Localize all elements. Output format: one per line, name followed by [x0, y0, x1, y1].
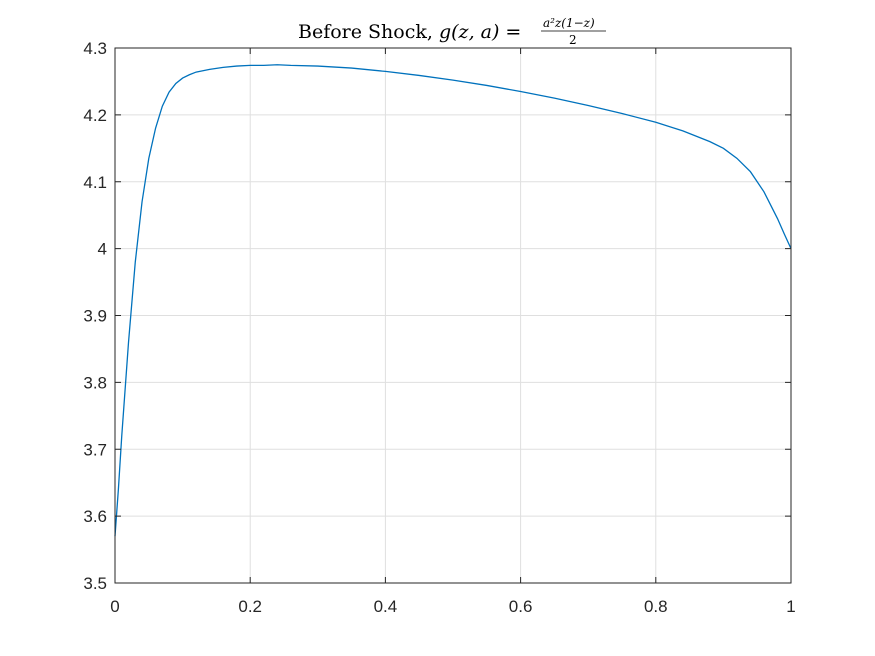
title-denominator: 2	[569, 33, 577, 47]
y-tick-label: 3.7	[83, 440, 107, 459]
x-tick-label: 0.4	[374, 597, 398, 616]
title-prefix: Before Shock,	[298, 21, 439, 43]
y-tick-label: 3.9	[83, 307, 107, 326]
x-axis-ticks: 0 0.2 0.4 0.6 0.8 1	[110, 48, 796, 616]
x-tick-label: 0	[110, 597, 119, 616]
y-tick-label: 3.5	[83, 574, 107, 593]
y-tick-label: 3.6	[83, 507, 107, 526]
y-tick-label: 4.1	[83, 173, 107, 192]
y-tick-label: 3.8	[83, 373, 107, 392]
y-tick-label: 4.3	[83, 39, 107, 58]
x-tick-label: 0.6	[509, 597, 533, 616]
x-tick-label: 0.2	[238, 597, 262, 616]
grid-lines	[115, 48, 791, 583]
x-tick-label: 1	[786, 597, 795, 616]
y-tick-label: 4.2	[83, 106, 107, 125]
y-axis-ticks: 3.5 3.6 3.7 3.8 3.9 4 4.1 4.2 4.3	[83, 39, 791, 593]
x-tick-label: 0.8	[644, 597, 668, 616]
title-numerator: a²z(1−z)	[543, 16, 595, 30]
svg-text:Before Shock, g(z, a) =: Before Shock, g(z, a) =	[298, 21, 521, 43]
series-line	[114, 64, 792, 537]
title-function: g(z, a) =	[439, 21, 521, 43]
y-tick-label: 4	[98, 240, 107, 259]
chart-title: Before Shock, g(z, a) = a²z(1−z) 2	[298, 16, 606, 47]
